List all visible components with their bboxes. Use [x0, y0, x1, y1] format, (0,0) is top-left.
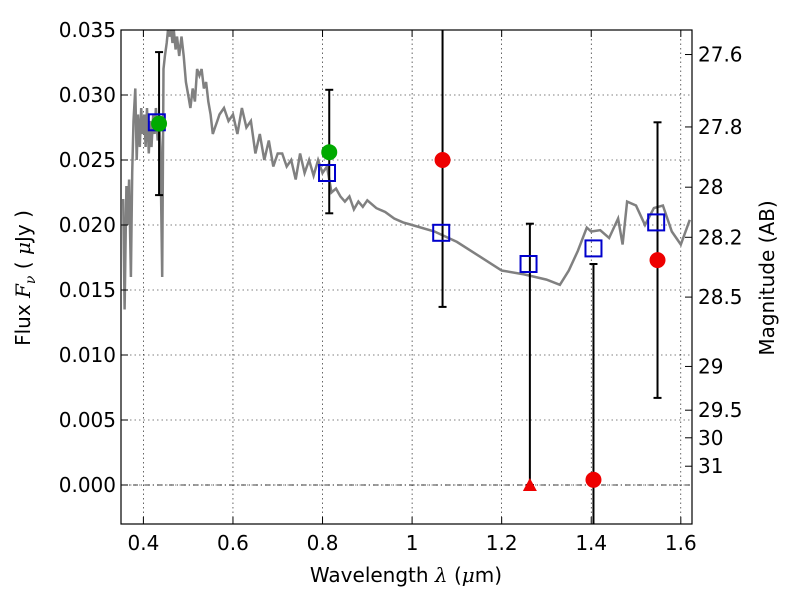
y2-tick-label: 27.8	[698, 115, 743, 139]
y-axis-label: Flux Fν ( μJy )	[11, 210, 39, 346]
y-tick-label: 0.035	[59, 18, 116, 42]
y-tick-label: 0.020	[59, 213, 116, 237]
model-point-square	[432, 223, 451, 242]
x-tick-label: 1	[406, 531, 419, 555]
tick-labels: 0.4 0.6 0.8 1 1.2 1.4 1.6 0.000 0.005 0.010 0.015 0…	[59, 18, 743, 555]
y-tick-label: 0.000	[59, 473, 116, 497]
markers	[147, 113, 666, 491]
y2-tick-label: 27.6	[698, 43, 743, 67]
y-tick-label: 0.010	[59, 343, 116, 367]
y2-tick-label: 28	[698, 175, 723, 199]
y2-tick-label: 29	[698, 354, 723, 378]
x-tick-label: 1.4	[575, 531, 607, 555]
x-tick-label: 0.4	[127, 531, 159, 555]
plot-area	[121, 29, 691, 524]
y-tick-label: 0.025	[59, 148, 116, 172]
data-point-circle	[321, 144, 338, 161]
model-point-square	[647, 213, 666, 232]
x-tick-label: 1.2	[486, 531, 518, 555]
x-tick-label: 0.8	[307, 531, 339, 555]
x-tick-label: 0.6	[217, 531, 249, 555]
model-spectrum-line	[121, 29, 691, 310]
model-point-square	[519, 255, 538, 273]
y2-tick-label: 28.5	[698, 285, 743, 309]
y-tick-label: 0.015	[59, 278, 116, 302]
plot-frame	[120, 29, 693, 525]
data-point-circle	[585, 471, 602, 488]
data-point-circle	[151, 115, 168, 132]
y2-tick-label: 29.5	[698, 398, 743, 422]
upper-limit-triangle	[522, 478, 537, 491]
ticks	[121, 29, 692, 524]
grid	[121, 29, 692, 524]
x-tick-label: 1.6	[665, 531, 697, 555]
data-point-circle	[649, 252, 666, 269]
y2-tick-label: 28.2	[698, 225, 743, 249]
model-point-square	[584, 239, 603, 258]
y-tick-label: 0.005	[59, 408, 116, 432]
model-point-square	[318, 164, 337, 182]
x-axis-label: Wavelength λ (μm)	[310, 563, 502, 587]
y2-tick-label: 31	[698, 454, 723, 478]
data-point-circle	[434, 152, 451, 168]
y2-tick-label: 30	[698, 426, 723, 450]
y2-axis-label: Magnitude (AB)	[755, 200, 779, 355]
y-tick-label: 0.030	[59, 83, 116, 107]
